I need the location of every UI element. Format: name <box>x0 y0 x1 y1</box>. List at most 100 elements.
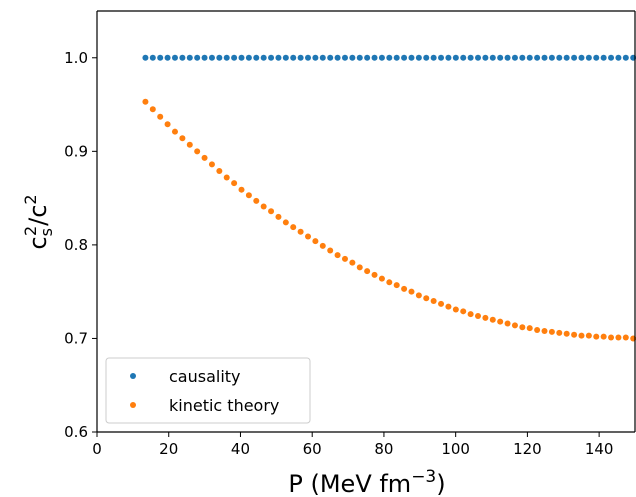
data-point <box>548 54 555 61</box>
data-point <box>356 54 363 61</box>
data-point <box>438 54 445 61</box>
data-point <box>275 54 282 61</box>
legend: causality kinetic theory <box>105 357 311 424</box>
data-point <box>275 213 282 220</box>
data-point <box>245 192 252 199</box>
data-point <box>578 332 585 339</box>
series-layer <box>142 54 636 342</box>
data-point <box>415 292 422 299</box>
data-point <box>305 54 312 61</box>
data-point <box>223 54 230 61</box>
data-point <box>260 54 267 61</box>
series-causality <box>142 54 636 61</box>
y-tick-label: 0.6 <box>64 423 88 441</box>
data-point <box>364 54 371 61</box>
data-point <box>297 228 304 235</box>
data-point <box>615 54 622 61</box>
y-axis-label: cs2/c2 <box>21 194 56 249</box>
data-point <box>526 325 533 332</box>
data-point <box>571 331 578 338</box>
x-tick-label: 120 <box>513 440 542 458</box>
data-point <box>327 54 334 61</box>
data-point <box>157 113 164 120</box>
x-tick-label: 0 <box>92 440 102 458</box>
x-tick-label: 40 <box>231 440 250 458</box>
series-kinetic-theory <box>142 98 636 342</box>
data-point <box>541 327 548 334</box>
data-point <box>401 54 408 61</box>
data-point <box>186 54 193 61</box>
data-point <box>585 332 592 339</box>
data-point <box>608 54 615 61</box>
data-point <box>179 54 186 61</box>
data-point <box>556 54 563 61</box>
data-point <box>297 54 304 61</box>
data-point <box>408 54 415 61</box>
y-tick-label: 1.0 <box>64 49 88 67</box>
data-point <box>556 329 563 336</box>
data-point <box>408 288 415 295</box>
data-point <box>260 203 267 210</box>
data-point <box>290 54 297 61</box>
data-point <box>149 106 156 113</box>
data-point <box>615 334 622 341</box>
data-point <box>489 316 496 323</box>
data-point <box>438 300 445 307</box>
data-point <box>526 54 533 61</box>
data-point <box>164 54 171 61</box>
data-point <box>386 54 393 61</box>
data-point <box>489 54 496 61</box>
data-point <box>593 54 600 61</box>
data-point <box>164 121 171 128</box>
data-point <box>497 318 504 325</box>
data-point <box>475 312 482 319</box>
data-point <box>571 54 578 61</box>
data-point <box>534 54 541 61</box>
data-point <box>201 54 208 61</box>
data-point <box>268 54 275 61</box>
data-point <box>519 324 526 331</box>
data-point <box>238 54 245 61</box>
data-point <box>157 54 164 61</box>
data-point <box>593 333 600 340</box>
y-tick-label: 0.8 <box>64 236 88 254</box>
data-point <box>305 233 312 240</box>
data-point <box>327 247 334 254</box>
data-point <box>600 333 607 340</box>
data-point <box>378 275 385 282</box>
data-point <box>282 54 289 61</box>
data-point <box>460 54 467 61</box>
data-point <box>290 224 297 231</box>
data-point <box>475 54 482 61</box>
data-point <box>386 279 393 286</box>
legend-marker-causality <box>130 373 136 379</box>
data-point <box>253 54 260 61</box>
data-point <box>467 54 474 61</box>
data-point <box>341 255 348 262</box>
data-point <box>497 54 504 61</box>
data-point <box>511 322 518 329</box>
data-point <box>334 54 341 61</box>
data-point <box>415 54 422 61</box>
legend-label-kinetic-theory: kinetic theory <box>169 396 279 415</box>
data-point <box>208 54 215 61</box>
data-point <box>216 167 223 174</box>
data-point <box>186 141 193 148</box>
data-point <box>171 54 178 61</box>
x-tick-label: 60 <box>303 440 322 458</box>
data-point <box>504 54 511 61</box>
data-point <box>445 54 452 61</box>
data-point <box>563 330 570 337</box>
x-tick-label: 80 <box>374 440 393 458</box>
ticks-layer: 0 20 40 60 80 100 120 140 0.6 0.7 0.8 0.9 1.0 <box>64 49 613 458</box>
data-point <box>600 54 607 61</box>
data-point <box>142 98 149 105</box>
data-point <box>319 242 326 249</box>
data-point <box>460 308 467 315</box>
data-point <box>349 54 356 61</box>
data-point <box>541 54 548 61</box>
data-point <box>482 54 489 61</box>
x-tick-label: 140 <box>585 440 614 458</box>
data-point <box>452 306 459 313</box>
data-point <box>401 285 408 292</box>
